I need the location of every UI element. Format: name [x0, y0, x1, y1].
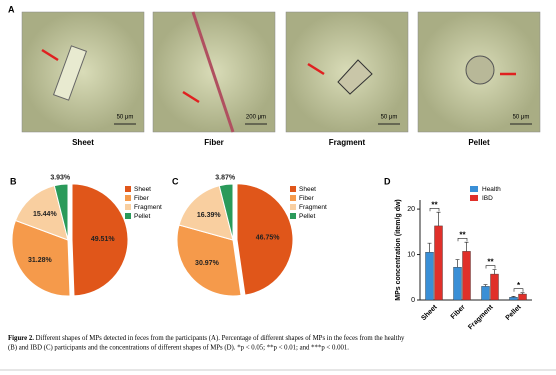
bar — [434, 225, 443, 301]
slice-label: 3.87% — [215, 174, 236, 181]
sig-label: ** — [459, 230, 466, 239]
legend-label: Sheet — [134, 186, 151, 193]
legend-label: Fiber — [134, 195, 150, 202]
legend-swatch — [125, 213, 131, 219]
error-bar — [520, 292, 525, 295]
legend-label: Fragment — [299, 204, 327, 211]
scale-label: 200 μm — [246, 115, 266, 121]
pie-slice — [11, 219, 71, 297]
legend-swatch — [290, 213, 296, 219]
error-bar — [511, 296, 516, 298]
pie-slice — [53, 183, 69, 241]
pie-slice — [178, 185, 234, 241]
slice-label: 46.75% — [256, 234, 281, 241]
y-tick-label: 0 — [411, 297, 415, 304]
legend-swatch — [470, 195, 478, 201]
panel-letter: A — [8, 4, 15, 14]
bar — [425, 252, 434, 301]
y-axis-label: MPs concentration (item/g dw) — [395, 199, 402, 301]
sig-label: * — [517, 281, 521, 290]
y-tick-label: 10 — [407, 251, 415, 258]
slice-label: 30.97% — [195, 260, 220, 267]
bar — [518, 293, 527, 301]
particle — [337, 59, 373, 95]
legend-swatch — [470, 186, 478, 192]
caption: (B) and IBD (C) participants and the con… — [8, 345, 349, 352]
pie-slice — [218, 183, 234, 241]
error-bar — [436, 211, 441, 226]
legend-label: Sheet — [299, 186, 316, 193]
sig-label: ** — [431, 200, 438, 209]
bar — [490, 273, 499, 301]
sig-bracket — [457, 237, 468, 242]
pie-slice — [14, 185, 69, 241]
photo-label: Pellet — [468, 138, 490, 147]
photo-label: Fiber — [204, 138, 224, 147]
legend-label: Pellet — [299, 213, 315, 220]
legend-swatch — [290, 195, 296, 201]
arrow — [307, 62, 325, 76]
legend-swatch — [290, 186, 296, 192]
bar — [453, 267, 462, 301]
legend-swatch — [125, 195, 131, 201]
particle — [465, 55, 495, 85]
scale-label: 50 μm — [117, 115, 134, 121]
scale-label: 50 μm — [381, 115, 398, 121]
error-bar — [427, 242, 432, 253]
legend-label: Fiber — [299, 195, 315, 202]
arrow — [41, 48, 59, 62]
slice-label: 3.93% — [50, 174, 71, 181]
particle — [52, 45, 88, 101]
pie-slice — [71, 183, 129, 297]
panel-letter: D — [384, 176, 391, 186]
y-tick-label: 20 — [407, 206, 415, 213]
legend-label: Health — [482, 186, 501, 193]
error-bar — [492, 269, 497, 275]
legend-swatch — [125, 186, 131, 192]
slice-label: 49.51% — [91, 236, 116, 243]
sig-label: ** — [487, 258, 494, 267]
legend-label: Fragment — [134, 204, 162, 211]
sig-bracket — [513, 288, 524, 292]
error-bar — [483, 284, 488, 287]
photo-label: Fragment — [329, 138, 366, 147]
particle — [191, 11, 235, 133]
sig-bracket — [429, 207, 440, 212]
legend-swatch — [290, 204, 296, 210]
legend-label: Pellet — [134, 213, 150, 220]
pie-slice — [236, 183, 294, 296]
error-bar — [455, 259, 460, 268]
caption-text: Different shapes of MPs detected in fece… — [34, 335, 405, 342]
pie-slice — [176, 224, 242, 297]
bar — [481, 286, 490, 301]
photo-label: Sheet — [72, 138, 94, 147]
panel-letter: C — [172, 176, 179, 186]
panel-letter: B — [10, 176, 17, 186]
caption: Figure 2. Different shapes of MPs detect… — [8, 335, 405, 342]
micrograph — [21, 11, 145, 133]
slice-label: 31.28% — [28, 257, 53, 264]
scale-label: 50 μm — [513, 115, 530, 121]
error-bar — [464, 241, 469, 252]
bar — [462, 251, 471, 301]
bar — [509, 297, 518, 301]
legend-swatch — [125, 204, 131, 210]
sig-bracket — [485, 265, 496, 269]
slice-label: 16.39% — [197, 212, 222, 219]
slice-label: 15.44% — [33, 211, 58, 218]
legend-label: IBD — [482, 195, 493, 202]
caption-label: Figure 2. — [8, 335, 34, 342]
arrow — [182, 90, 200, 104]
